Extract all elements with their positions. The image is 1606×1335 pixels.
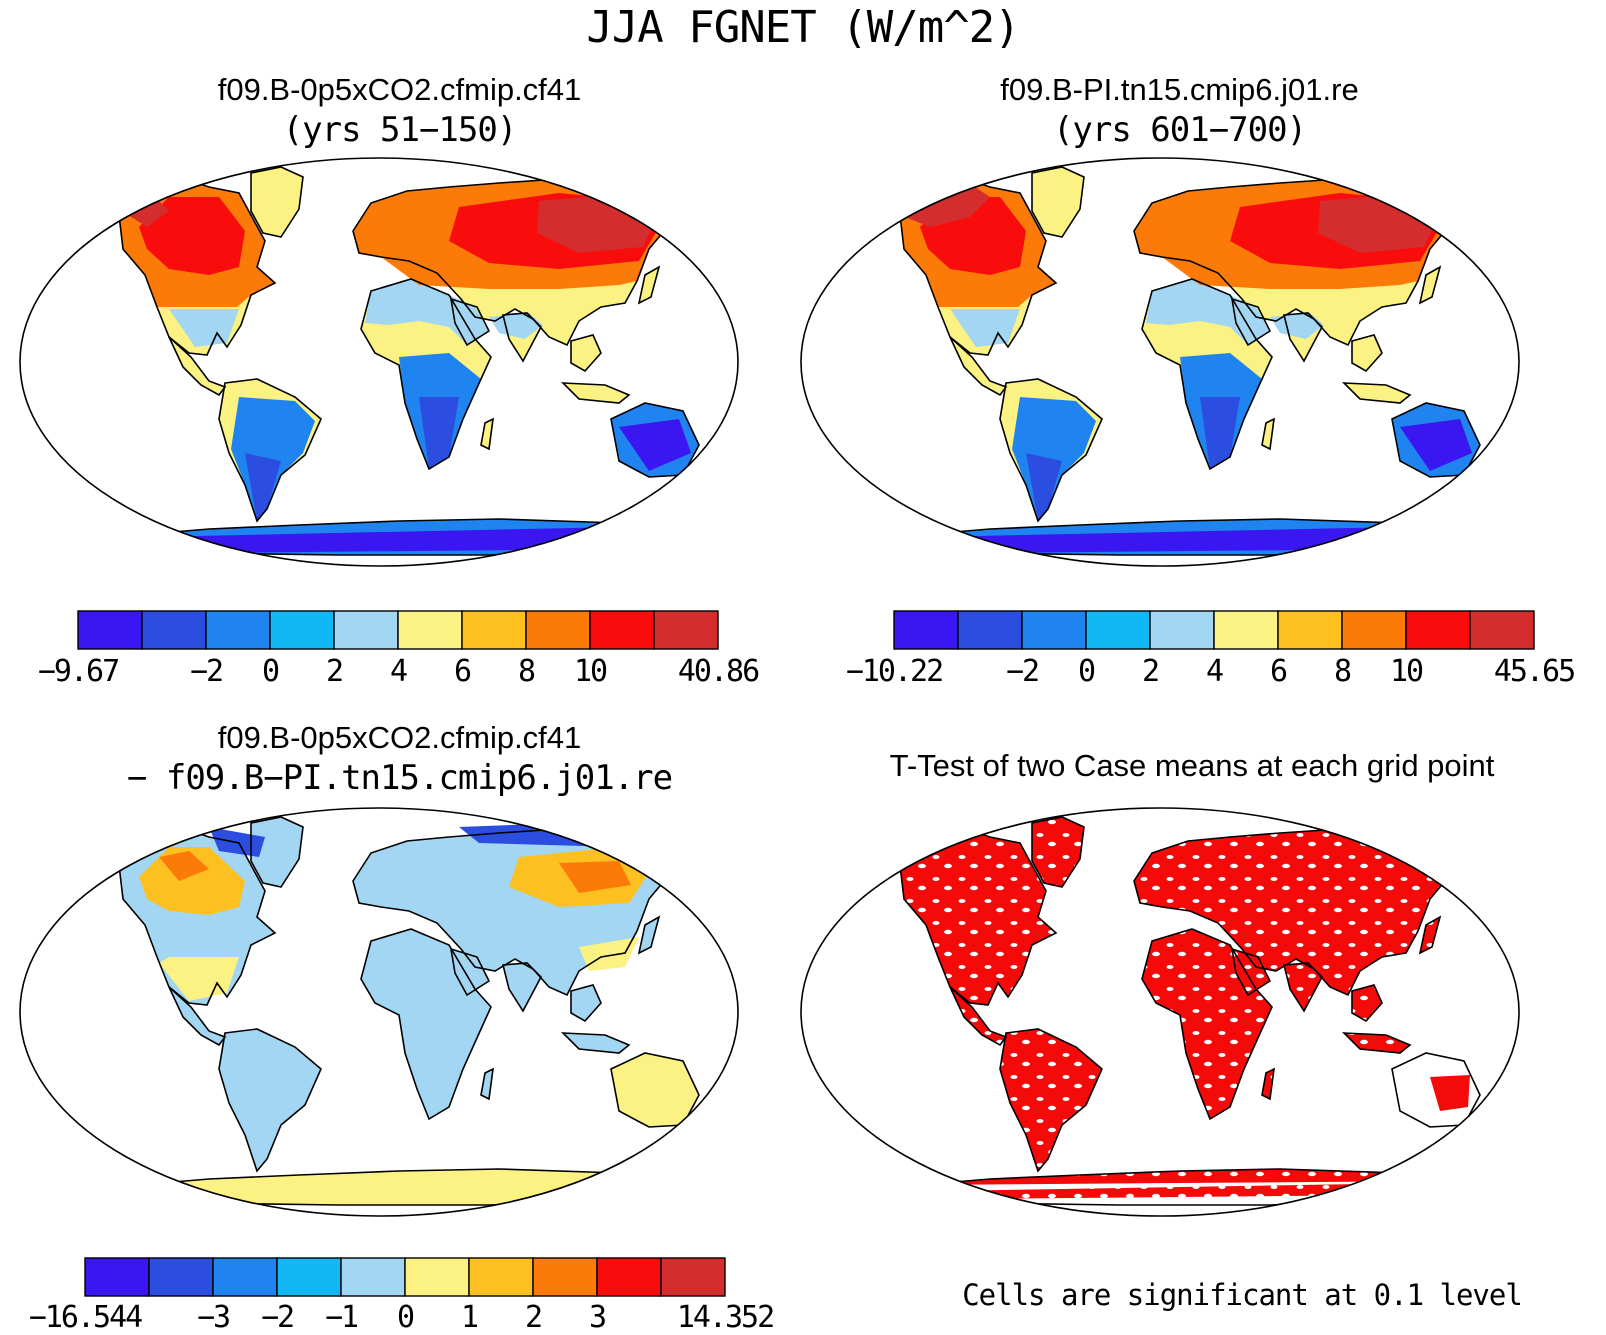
map-ttest <box>800 807 1520 1217</box>
panel-title-ttest: T-Test of two Case means at each grid po… <box>889 748 1495 783</box>
colorbar-swatch <box>1085 610 1151 650</box>
colorbar-swatch <box>1469 610 1535 650</box>
colorbar-tick-label: −2 <box>189 654 224 689</box>
colorbar-swatch <box>1341 610 1407 650</box>
colorbar-case1 <box>77 610 719 650</box>
map-diff <box>19 807 739 1217</box>
colorbar-swatch <box>397 610 463 650</box>
colorbar-tick-label: 0 <box>261 654 280 689</box>
colorbar-tick-label: 3 <box>588 1300 607 1335</box>
colorbar-tick-label: 14.352 <box>676 1300 775 1335</box>
colorbar-swatch <box>404 1257 470 1297</box>
panel-subtitle-diff: − f09.B−PI.tn15.cmip6.j01.re <box>126 758 673 798</box>
colorbar-swatch <box>596 1257 662 1297</box>
colorbar-case2 <box>893 610 1535 650</box>
colorbar-tick-label: 40.86 <box>677 654 760 689</box>
panel-subtitle-case2: (yrs 601−700) <box>1052 110 1307 150</box>
colorbar-swatch <box>276 1257 342 1297</box>
colorbar-tick-label: −2 <box>1005 654 1040 689</box>
colorbar-swatch <box>468 1257 534 1297</box>
colorbar-swatch <box>893 610 959 650</box>
colorbar-swatch <box>148 1257 214 1297</box>
colorbar-tick-label: −16.544 <box>28 1300 143 1335</box>
colorbar-tick-label: −1 <box>324 1300 359 1335</box>
panel-title-case1: f09.B-0p5xCO2.cfmip.cf41 <box>217 72 582 107</box>
colorbar-swatch <box>269 610 335 650</box>
colorbar-swatch <box>589 610 655 650</box>
colorbar-tick-label: −10.22 <box>845 654 944 689</box>
colorbar-swatch <box>84 1257 150 1297</box>
colorbar-swatch <box>1405 610 1471 650</box>
colorbar-swatch <box>141 610 207 650</box>
colorbar-tick-label: −9.67 <box>37 654 120 689</box>
panel-title-case2: f09.B-PI.tn15.cmip6.j01.re <box>1000 72 1359 107</box>
colorbar-swatch <box>525 610 591 650</box>
colorbar-tick-label: 8 <box>1333 654 1352 689</box>
colorbar-swatch <box>1021 610 1087 650</box>
colorbar-tick-label: 6 <box>1269 654 1288 689</box>
colorbar-tick-label: 2 <box>325 654 344 689</box>
colorbar-tick-label: −2 <box>260 1300 295 1335</box>
colorbar-tick-label: 8 <box>517 654 536 689</box>
colorbar-tick-label: 4 <box>389 654 408 689</box>
colorbar-swatch <box>205 610 271 650</box>
colorbar-tick-label: 2 <box>524 1300 543 1335</box>
colorbar-tick-label: 0 <box>1077 654 1096 689</box>
colorbar-tick-label: 10 <box>573 654 608 689</box>
figure-title: JJA FGNET (W/m^2) <box>586 2 1020 53</box>
colorbar-swatch <box>77 610 143 650</box>
colorbar-swatch <box>1213 610 1279 650</box>
colorbar-tick-label: 4 <box>1205 654 1224 689</box>
colorbar-swatch <box>660 1257 726 1297</box>
colorbar-swatch <box>461 610 527 650</box>
map-case2 <box>800 157 1520 567</box>
colorbar-swatch <box>212 1257 278 1297</box>
colorbar-tick-label: 0 <box>396 1300 415 1335</box>
colorbar-tick-label: 45.65 <box>1493 654 1576 689</box>
colorbar-swatch <box>653 610 719 650</box>
colorbar-tick-label: −3 <box>196 1300 231 1335</box>
colorbar-swatch <box>340 1257 406 1297</box>
colorbar-tick-label: 2 <box>1141 654 1160 689</box>
map-case1 <box>19 157 739 567</box>
colorbar-swatch <box>1149 610 1215 650</box>
colorbar-tick-label: 10 <box>1389 654 1424 689</box>
colorbar-tick-label: 1 <box>460 1300 479 1335</box>
colorbar-tick-label: 6 <box>453 654 472 689</box>
panel-title-diff: f09.B-0p5xCO2.cfmip.cf41 <box>217 720 582 755</box>
panel-subtitle-case1: (yrs 51−150) <box>282 110 518 150</box>
colorbar-diff <box>84 1257 726 1297</box>
colorbar-swatch <box>957 610 1023 650</box>
colorbar-swatch <box>333 610 399 650</box>
colorbar-swatch <box>532 1257 598 1297</box>
significance-note: Cells are significant at 0.1 level <box>962 1278 1523 1312</box>
colorbar-swatch <box>1277 610 1343 650</box>
